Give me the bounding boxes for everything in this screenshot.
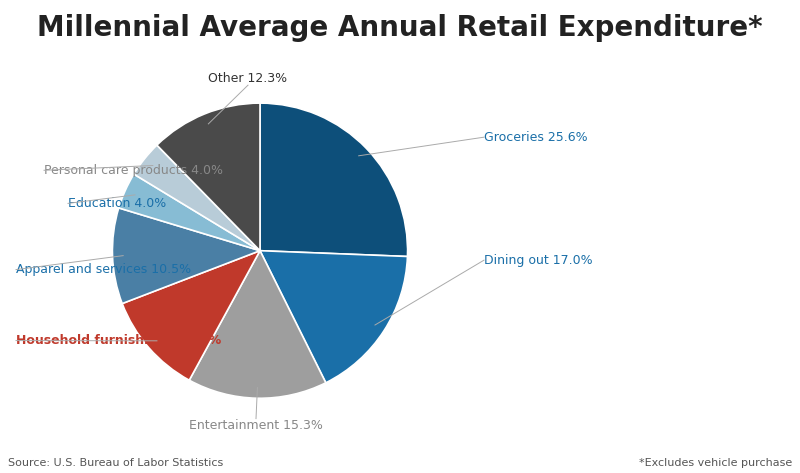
Text: Entertainment 15.3%: Entertainment 15.3% [189,419,323,431]
Wedge shape [157,103,260,251]
Text: *Excludes vehicle purchase: *Excludes vehicle purchase [638,458,792,468]
Wedge shape [260,251,407,383]
Text: Household furnishings 11.2%: Household furnishings 11.2% [16,334,222,347]
Text: Source: U.S. Bureau of Labor Statistics: Source: U.S. Bureau of Labor Statistics [8,458,223,468]
Text: Dining out 17.0%: Dining out 17.0% [484,254,593,267]
Text: Other 12.3%: Other 12.3% [209,72,287,85]
Text: Apparel and services 10.5%: Apparel and services 10.5% [16,263,191,276]
Wedge shape [122,251,260,380]
Text: Millennial Average Annual Retail Expenditure*: Millennial Average Annual Retail Expendi… [37,14,763,42]
Wedge shape [134,145,260,251]
Text: Groceries 25.6%: Groceries 25.6% [484,131,588,144]
Wedge shape [190,251,326,398]
Text: Education 4.0%: Education 4.0% [68,197,166,210]
Text: Personal care products 4.0%: Personal care products 4.0% [44,164,223,177]
Wedge shape [260,103,407,256]
Wedge shape [113,208,260,304]
Wedge shape [118,174,260,251]
